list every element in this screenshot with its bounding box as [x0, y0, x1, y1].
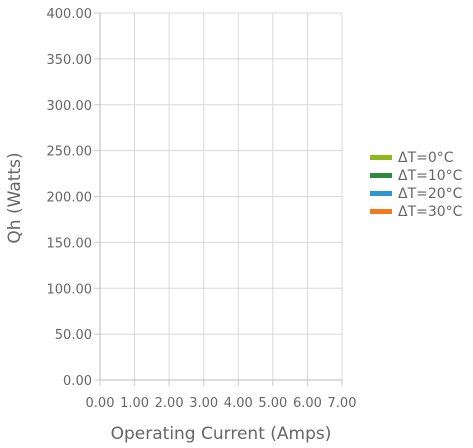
- y-tick-label: 100.00: [47, 282, 93, 297]
- y-tick-label: 0.00: [63, 374, 92, 389]
- grid: [99, 12, 343, 381]
- y-tick-label: 300.00: [47, 99, 93, 114]
- x-tick-label: 6.00: [293, 396, 322, 411]
- y-tick-label: 50.00: [55, 328, 92, 343]
- x-tick-label: 0.00: [86, 396, 115, 411]
- y-tick-label: 200.00: [47, 191, 93, 206]
- legend: ΔT=0°C ΔT=10°C ΔT=20°C ΔT=30°C: [370, 150, 463, 220]
- y-tick-label: 150.00: [47, 236, 93, 251]
- y-axis-title: Qh (Watts): [5, 152, 25, 243]
- y-tick-label: 400.00: [47, 7, 93, 22]
- x-axis-title: Operating Current (Amps): [111, 424, 332, 444]
- legend-label: ΔT=0°C: [398, 150, 454, 166]
- legend-label: ΔT=10°C: [398, 168, 463, 184]
- x-tick-label: 5.00: [258, 396, 287, 411]
- x-tick-label: 1.00: [120, 396, 149, 411]
- tick-labels: 0.00 1.00 2.00 3.00 4.00 5.00 6.00 7.00 0.00 50.0…: [47, 7, 357, 411]
- y-tick-label: 350.00: [47, 53, 93, 68]
- legend-label: ΔT=30°C: [398, 204, 463, 220]
- legend-swatch: [370, 209, 392, 214]
- x-tick-label: 3.00: [189, 396, 218, 411]
- x-tick-label: 4.00: [224, 396, 253, 411]
- x-tick-label: 7.00: [328, 396, 357, 411]
- x-tick-label: 2.00: [155, 396, 184, 411]
- legend-swatch: [370, 191, 392, 196]
- legend-swatch: [370, 173, 392, 178]
- legend-swatch: [370, 155, 392, 160]
- y-tick-label: 250.00: [47, 145, 93, 160]
- legend-label: ΔT=20°C: [398, 186, 463, 202]
- axes: [94, 12, 343, 386]
